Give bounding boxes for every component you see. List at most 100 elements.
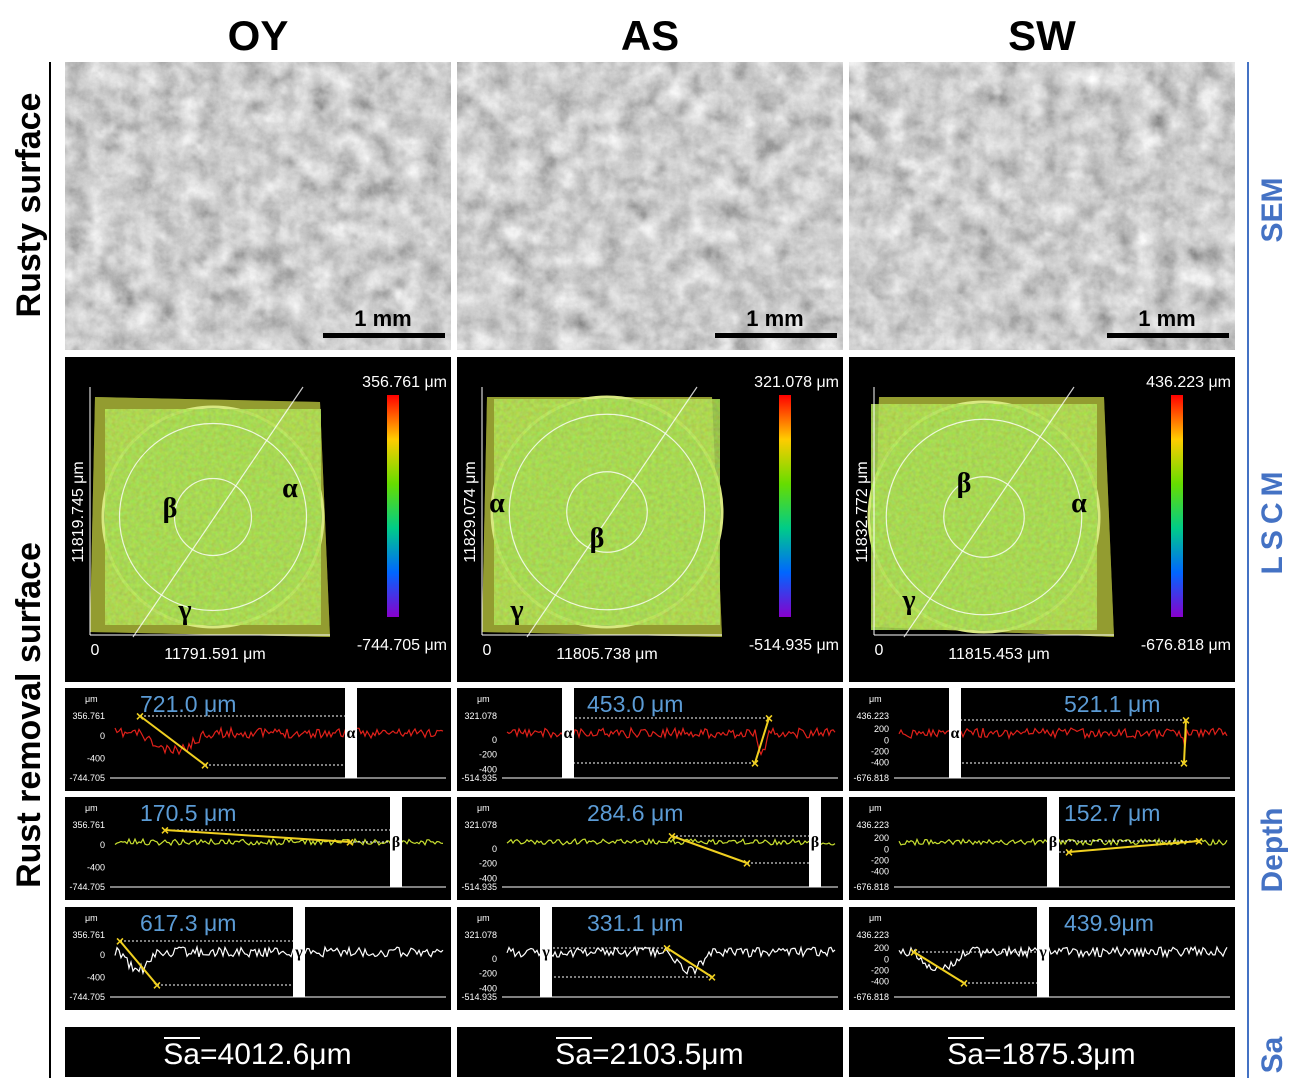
depth-tick: 0 (884, 844, 889, 854)
profile-value: 453.0 μm (587, 691, 683, 717)
measure-point: × (1180, 755, 1188, 771)
measure-point: × (910, 944, 918, 960)
depth-tick: -400 (871, 867, 889, 877)
depth-tick: 321.078 (464, 711, 497, 721)
depth-tick: 321.078 (464, 820, 497, 830)
region-label: α (1071, 488, 1087, 519)
depth-tick: -400 (87, 973, 105, 983)
profile-value: 617.3 μm (140, 910, 236, 936)
profile-value: 170.5 μm (140, 800, 236, 826)
depth-tick: 200 (874, 833, 889, 843)
profile-region: β (811, 834, 819, 851)
measure-point: × (743, 855, 751, 871)
origin: 0 (91, 642, 100, 659)
figure: Rusty surface Rust removal surface SEM L… (0, 0, 1290, 1079)
profile-region: β (1049, 834, 1057, 851)
y-length: 11829.074 μm (462, 461, 479, 562)
depth-tick: 0 (884, 735, 889, 745)
region-label: γ (901, 585, 915, 616)
sa-value: =2103.5μm (592, 1038, 744, 1071)
depth-tick: 436.223 (856, 711, 889, 721)
row-label: Rusty surface (10, 93, 48, 318)
measure-point: × (1195, 833, 1203, 849)
y-length: 11832.772 μm (854, 461, 871, 562)
depth-panel (65, 907, 451, 1010)
depth-tick: -200 (871, 965, 889, 975)
depth-tick: 200 (874, 943, 889, 953)
measure-point: × (1065, 844, 1073, 860)
depth-panel (849, 688, 1235, 791)
depth-tick: -400 (87, 863, 105, 873)
sa-symbol: Sa (555, 1038, 592, 1071)
color-bar (779, 395, 791, 617)
depth-tick: -744.705 (69, 882, 105, 892)
depth-panel (65, 688, 451, 791)
sa-value: =4012.6μm (200, 1038, 352, 1071)
depth-tick: 0 (100, 731, 105, 741)
depth-tick: -744.705 (69, 992, 105, 1002)
depth-unit: μm (477, 803, 490, 813)
depth-tick: 321.078 (464, 930, 497, 940)
profile-value: 152.7 μm (1064, 800, 1160, 826)
measure-point: × (346, 834, 354, 850)
measure-point: × (153, 977, 161, 993)
sem-scale-label: 1 mm (1138, 306, 1195, 331)
depth-tick: -400 (871, 977, 889, 987)
origin: 0 (483, 642, 492, 659)
depth-tick: 356.761 (72, 930, 105, 940)
color-bar (1171, 395, 1183, 617)
depth-tick: -676.818 (853, 773, 889, 783)
depth-tick: -400 (87, 754, 105, 764)
x-length: 11815.453 μm (948, 646, 1049, 663)
measure-point: × (116, 933, 124, 949)
color-bar-min: -744.705 μm (357, 637, 447, 654)
depth-unit: μm (869, 694, 882, 704)
region-label: β (590, 523, 605, 554)
measure-point: × (708, 969, 716, 985)
color-bar-max: 321.078 μm (754, 374, 839, 391)
x-length: 11791.591 μm (164, 646, 265, 663)
depth-tick: 0 (492, 954, 497, 964)
column-title: SW (1008, 12, 1076, 59)
depth-tick: 0 (492, 844, 497, 854)
profile-region: α (951, 725, 960, 742)
sem-scale-bar (1107, 333, 1229, 338)
depth-tick: -676.818 (853, 882, 889, 892)
profile-region: γ (294, 944, 303, 961)
color-bar (387, 395, 399, 617)
sa-symbol: Sa (163, 1038, 200, 1071)
depth-tick: 0 (100, 840, 105, 850)
sa-symbol: Sa (947, 1038, 984, 1071)
profile-region: α (347, 725, 356, 742)
sem-scale-bar (715, 333, 837, 338)
region-label: β (163, 493, 178, 524)
profile-value: 521.1 μm (1064, 691, 1160, 717)
depth-tick: 0 (492, 735, 497, 745)
depth-tick: -514.935 (461, 882, 497, 892)
measure-point: × (751, 755, 759, 771)
depth-unit: μm (477, 913, 490, 923)
sem-scale-bar (323, 333, 445, 338)
side-label: Depth (1256, 808, 1289, 893)
measure-point: × (201, 757, 209, 773)
sa-value: =1875.3μm (984, 1038, 1136, 1071)
depth-tick: 356.761 (72, 820, 105, 830)
side-label: LSCM (1256, 466, 1289, 575)
profile-region: α (564, 725, 573, 742)
depth-unit: μm (85, 803, 98, 813)
measure-point: × (765, 710, 773, 726)
color-bar-max: 356.761 μm (362, 374, 447, 391)
depth-unit: μm (869, 803, 882, 813)
profile-value: 439.9μm (1064, 910, 1154, 936)
depth-tick: -514.935 (461, 773, 497, 783)
depth-tick: -400 (871, 758, 889, 768)
depth-tick: -200 (871, 855, 889, 865)
page: Rusty surface Rust removal surface SEM L… (0, 0, 1290, 1079)
depth-tick: -200 (479, 969, 497, 979)
depth-tick: -200 (479, 750, 497, 760)
sem-scale-label: 1 mm (746, 306, 803, 331)
region-label: β (957, 468, 972, 499)
depth-tick: 200 (874, 724, 889, 734)
side-label: Sa (1256, 1036, 1289, 1073)
color-bar-max: 436.223 μm (1146, 374, 1231, 391)
